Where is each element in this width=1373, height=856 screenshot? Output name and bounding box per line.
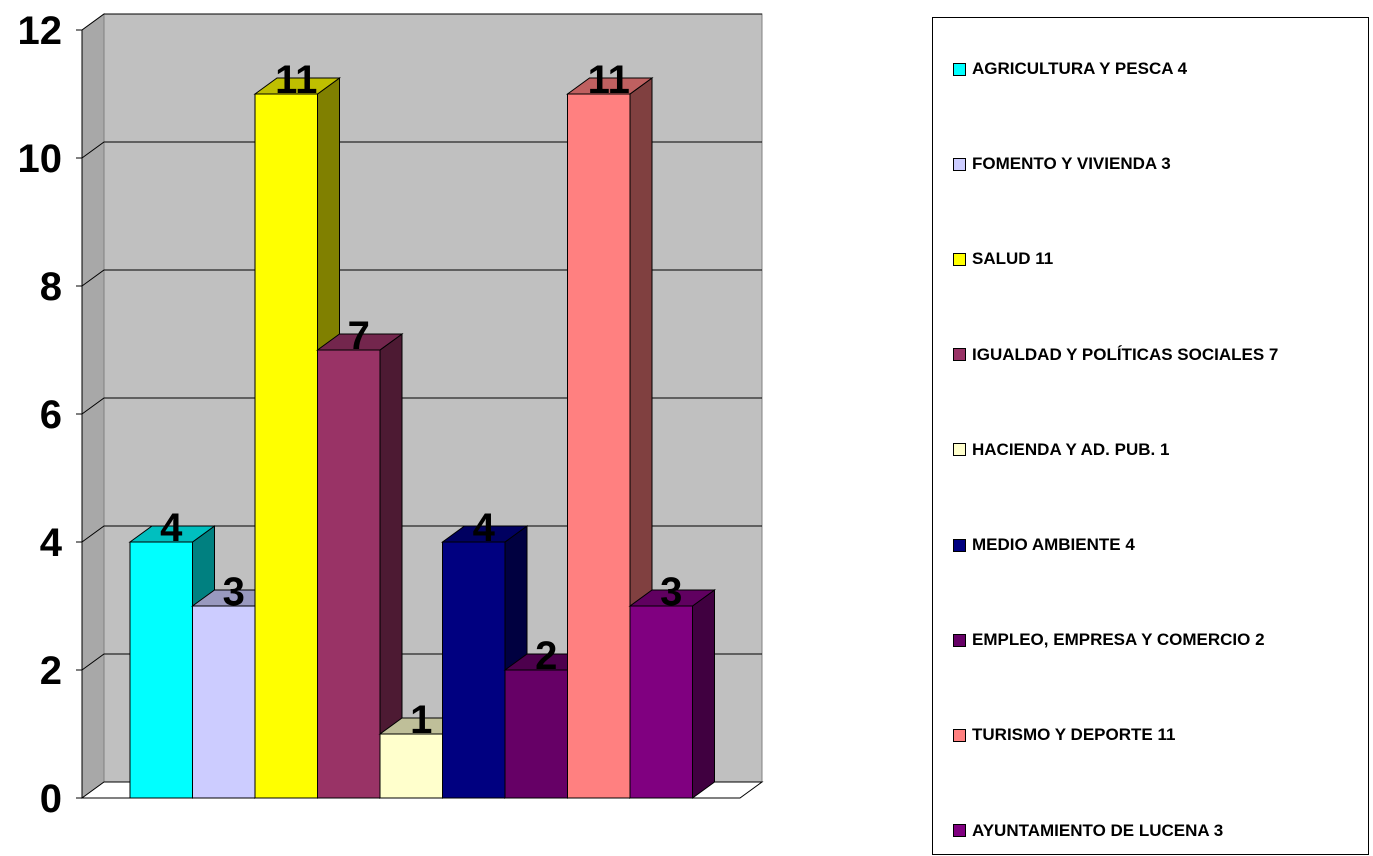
bar-front xyxy=(442,541,506,799)
legend-swatch xyxy=(953,252,966,266)
legend-swatch xyxy=(953,633,966,647)
bar-9: 3 xyxy=(628,570,717,799)
data-label: 7 xyxy=(348,314,370,358)
bar-front xyxy=(379,733,443,799)
bar-front xyxy=(192,605,256,799)
legend-item: MEDIO AMBIENTE 4 xyxy=(953,534,1135,556)
legend-label: MEDIO AMBIENTE 4 xyxy=(972,535,1135,554)
legend-label: AGRICULTURA Y PESCA 4 xyxy=(972,59,1188,78)
bar-front xyxy=(129,541,193,799)
legend-swatch xyxy=(953,62,966,76)
bar-front xyxy=(567,93,631,799)
legend-label: SALUD 11 xyxy=(972,249,1054,269)
data-label: 2 xyxy=(535,634,557,678)
data-label: 4 xyxy=(160,506,183,550)
gridline xyxy=(81,269,762,287)
legend-item: AYUNTAMIENTO DE LUCENA 3 xyxy=(953,820,1223,842)
data-label: 11 xyxy=(275,58,317,102)
data-label: 11 xyxy=(588,58,630,102)
legend-item: FOMENTO Y VIVIENDA 3 xyxy=(953,153,1171,175)
gridline xyxy=(81,141,762,159)
legend-item: EMPLEO, EMPRESA Y COMERCIO 2 xyxy=(953,629,1265,651)
legend-swatch xyxy=(953,538,966,552)
legend-item: IGUALDAD Y POLÍTICAS SOCIALES 7 xyxy=(953,344,1278,366)
y-tick-label: 4 xyxy=(40,521,63,565)
y-tick-label: 12 xyxy=(18,9,63,53)
bar-side xyxy=(692,589,715,799)
y-tick-label: 6 xyxy=(40,393,62,437)
data-label: 3 xyxy=(660,570,682,614)
gridline xyxy=(81,397,762,415)
y-tick-label: 10 xyxy=(18,137,63,181)
data-label: 3 xyxy=(223,570,245,614)
bar-front xyxy=(504,669,568,799)
y-tick-label: 2 xyxy=(40,649,62,693)
data-label: 4 xyxy=(473,506,496,550)
legend-label: HACIENDA Y AD. PUB. 1 xyxy=(972,439,1170,459)
legend-label: FOMENTO Y VIVIENDA 3 xyxy=(972,154,1171,174)
bar-front xyxy=(629,605,693,799)
bar-4: 7 xyxy=(315,314,404,799)
legend-swatch xyxy=(953,348,966,362)
y-tick-label: 0 xyxy=(40,777,62,821)
y-axis-tick-labels: 0 2 4 6 8 10 12 xyxy=(18,9,63,821)
y-tick-label: 8 xyxy=(40,265,62,309)
legend-item: AGRICULTURA Y PESCA 4 xyxy=(953,58,1187,80)
bar-front xyxy=(254,93,318,799)
legend-item: TURISMO Y DEPORTE 11 xyxy=(953,724,1175,746)
legend-swatch xyxy=(953,824,966,838)
legend-label: AYUNTAMIENTO DE LUCENA 3 xyxy=(972,820,1224,840)
bar-front xyxy=(317,349,381,799)
data-label: 1 xyxy=(410,698,432,742)
legend-item: SALUD 11 xyxy=(953,248,1053,270)
legend-item: HACIENDA Y AD. PUB. 1 xyxy=(953,439,1169,461)
legend-swatch xyxy=(953,728,966,742)
legend-label: TURISMO Y DEPORTE 11 xyxy=(972,725,1176,745)
gridline xyxy=(81,13,762,31)
legend: AGRICULTURA Y PESCA 4 FOMENTO Y VIVIENDA … xyxy=(932,17,1369,855)
legend-label: IGUALDAD Y POLÍTICAS SOCIALES 7 xyxy=(972,344,1279,364)
legend-swatch xyxy=(953,157,966,171)
gridline xyxy=(81,525,762,543)
legend-swatch xyxy=(953,443,966,457)
legend-label: EMPLEO, EMPRESA Y COMERCIO 2 xyxy=(972,630,1265,650)
